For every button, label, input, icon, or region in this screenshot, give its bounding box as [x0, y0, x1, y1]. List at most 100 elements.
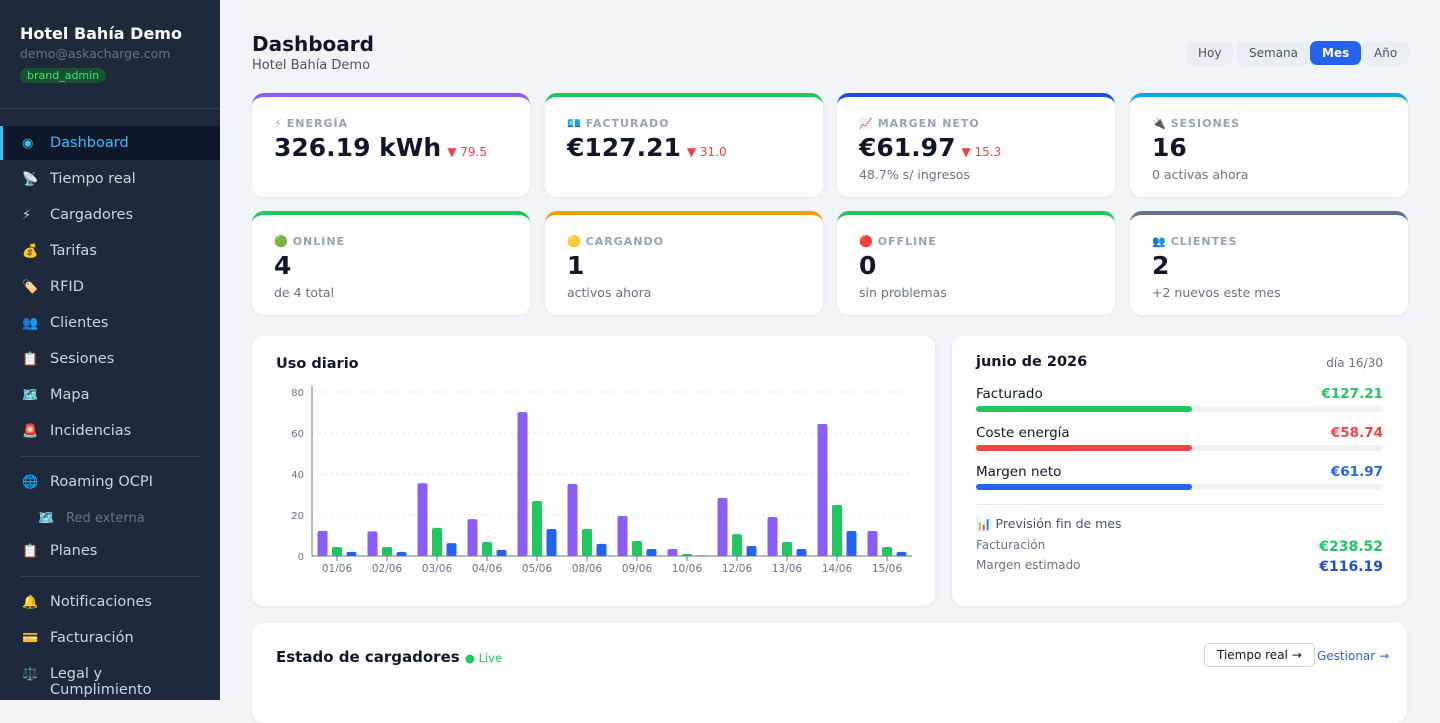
period-button[interactable]: Año: [1362, 41, 1410, 65]
nav-item[interactable]: 📋 Sesiones: [0, 342, 220, 376]
x-tick-label: 02/06: [372, 563, 403, 575]
role-badge: brand_admin: [20, 68, 107, 83]
chargers-title: Estado de cargadores: [276, 648, 460, 666]
row-value: €58.74: [1330, 425, 1383, 441]
row-label: Facturado: [976, 386, 1043, 402]
period-button[interactable]: Semana: [1237, 41, 1311, 65]
bar: [767, 517, 778, 556]
nav-label: Legal y Cumplimiento: [50, 666, 152, 698]
nav-item[interactable]: 🗺️ Red externa: [0, 501, 220, 535]
nav-icon: 🔔: [22, 594, 39, 610]
bar: [546, 528, 557, 556]
link[interactable]: Gestionar →: [1317, 649, 1390, 663]
nav-item[interactable]: 👥 Clientes: [0, 306, 220, 340]
x-tick-label: 10/06: [672, 563, 703, 575]
bar: [732, 534, 742, 556]
kpi-value: €61.97 ▼ 15.3: [859, 133, 1001, 162]
nav-item[interactable]: 🔔 Notificaciones: [0, 585, 220, 619]
bar: [396, 551, 407, 556]
nav-label: Roaming OCPI: [50, 474, 153, 490]
x-tick-label: 05/06: [522, 563, 553, 575]
bar: [496, 549, 507, 556]
divider: [0, 108, 220, 109]
nav-icon: ◉: [22, 135, 34, 151]
nav-icon: ⚖️: [22, 666, 39, 682]
x-tick-label: 15/06: [872, 563, 903, 575]
kpi-value-text: 326.19 kWh: [274, 133, 442, 162]
bar: [646, 549, 657, 556]
y-tick-label: 80: [291, 388, 304, 399]
month-day: día 16/30: [1326, 356, 1383, 370]
progress-bar: [976, 484, 1192, 490]
bar: [782, 542, 792, 556]
nav-item[interactable]: 💳 Facturación: [0, 621, 220, 655]
bar: [632, 541, 642, 556]
divider: [976, 504, 1383, 505]
kpi-label: 🟢 ONLINE: [274, 235, 345, 248]
bar: [846, 530, 857, 556]
dashboard: Hotel Bahía Demo demo@askacharge.com bra…: [0, 0, 1410, 723]
kpi-value: 0: [859, 251, 876, 280]
period-button[interactable]: Hoy: [1186, 41, 1234, 65]
chart-title: Uso diario: [276, 356, 359, 372]
nav-item[interactable]: 💰 Tarifas: [0, 234, 220, 268]
kpi-sub: sin problemas: [859, 285, 947, 300]
kpi-value: 2: [1152, 251, 1169, 280]
kpi-delta: ▼ 79.5: [447, 145, 487, 159]
kpi-sub: +2 nuevos este mes: [1152, 285, 1281, 300]
kpi-value: 1: [567, 251, 584, 280]
nav-label: Clientes: [50, 315, 109, 331]
kpi-sub: de 4 total: [274, 285, 335, 300]
nav-label: RFID: [50, 279, 84, 295]
kpi-label: ⚡ ENERGÍA: [274, 117, 348, 130]
nav-icon: 📋: [22, 543, 39, 559]
button[interactable]: Tiempo real →: [1204, 643, 1315, 667]
y-tick-label: 0: [298, 552, 304, 563]
kpi-card: 💶 FACTURADO €127.21 ▼ 31.0: [545, 93, 823, 197]
x-tick-label: 01/06: [322, 563, 353, 575]
row-label: Coste energía: [976, 425, 1070, 441]
kpi-value: 326.19 kWh ▼ 79.5: [274, 133, 487, 162]
bar: [746, 545, 757, 556]
nav-item[interactable]: 🏷️ RFID: [0, 270, 220, 304]
divider: [20, 456, 200, 457]
kpi-label-text: CLIENTES: [1170, 235, 1238, 248]
kpi-sub: 48.7% s/ ingresos: [859, 167, 970, 182]
kpi-card: 🔌 SESIONES 16 0 activas ahora: [1130, 93, 1408, 197]
bar: [682, 553, 692, 556]
nav-item[interactable]: ⚖️ Legal y Cumplimiento: [0, 657, 220, 698]
nav-label: Cargadores: [50, 207, 133, 223]
forecast-label: Facturación: [976, 538, 1046, 552]
nav-item[interactable]: 📋 Planes: [0, 534, 220, 568]
nav-item[interactable]: 🚨 Incidencias: [0, 414, 220, 448]
page-subtitle: Hotel Bahía Demo: [252, 58, 371, 73]
email: demo@askacharge.com: [20, 46, 171, 61]
kpi-label-text: OFFLINE: [877, 235, 937, 248]
kpi-card: 🟡 CARGANDO 1 activos ahora: [545, 211, 823, 315]
kpi-value: 4: [274, 251, 291, 280]
bar: [432, 527, 442, 556]
nav-item[interactable]: 🗺️ Mapa: [0, 378, 220, 412]
kpi-value-text: 2: [1152, 251, 1170, 280]
nav-label: Planes: [50, 543, 98, 559]
nav-item[interactable]: 🌐 Roaming OCPI: [0, 465, 220, 499]
bar: [382, 546, 392, 556]
x-tick-label: 03/06: [422, 563, 453, 575]
period-button[interactable]: Mes: [1310, 41, 1362, 65]
nav-label: Red externa: [66, 510, 145, 526]
divider: [20, 576, 200, 577]
nav-item[interactable]: 📡 Tiempo real: [0, 162, 220, 196]
kpi-label: 🔴 OFFLINE: [859, 235, 937, 248]
bar: [332, 546, 342, 556]
month-title: junio de 2026: [976, 354, 1088, 370]
bar: [832, 504, 842, 556]
nav-item[interactable]: ⚡ Cargadores: [0, 198, 220, 232]
nav-icon: 🗺️: [22, 387, 39, 403]
kpi-icon: 🟡: [567, 235, 582, 248]
kpi-card: 👥 CLIENTES 2 +2 nuevos este mes: [1130, 211, 1408, 315]
kpi-label-text: FACTURADO: [585, 117, 670, 130]
nav-item[interactable]: ◉ Dashboard: [0, 126, 220, 160]
kpi-icon: 🟢: [274, 235, 289, 248]
bar: [896, 551, 907, 556]
nav-icon: 📋: [22, 351, 39, 367]
